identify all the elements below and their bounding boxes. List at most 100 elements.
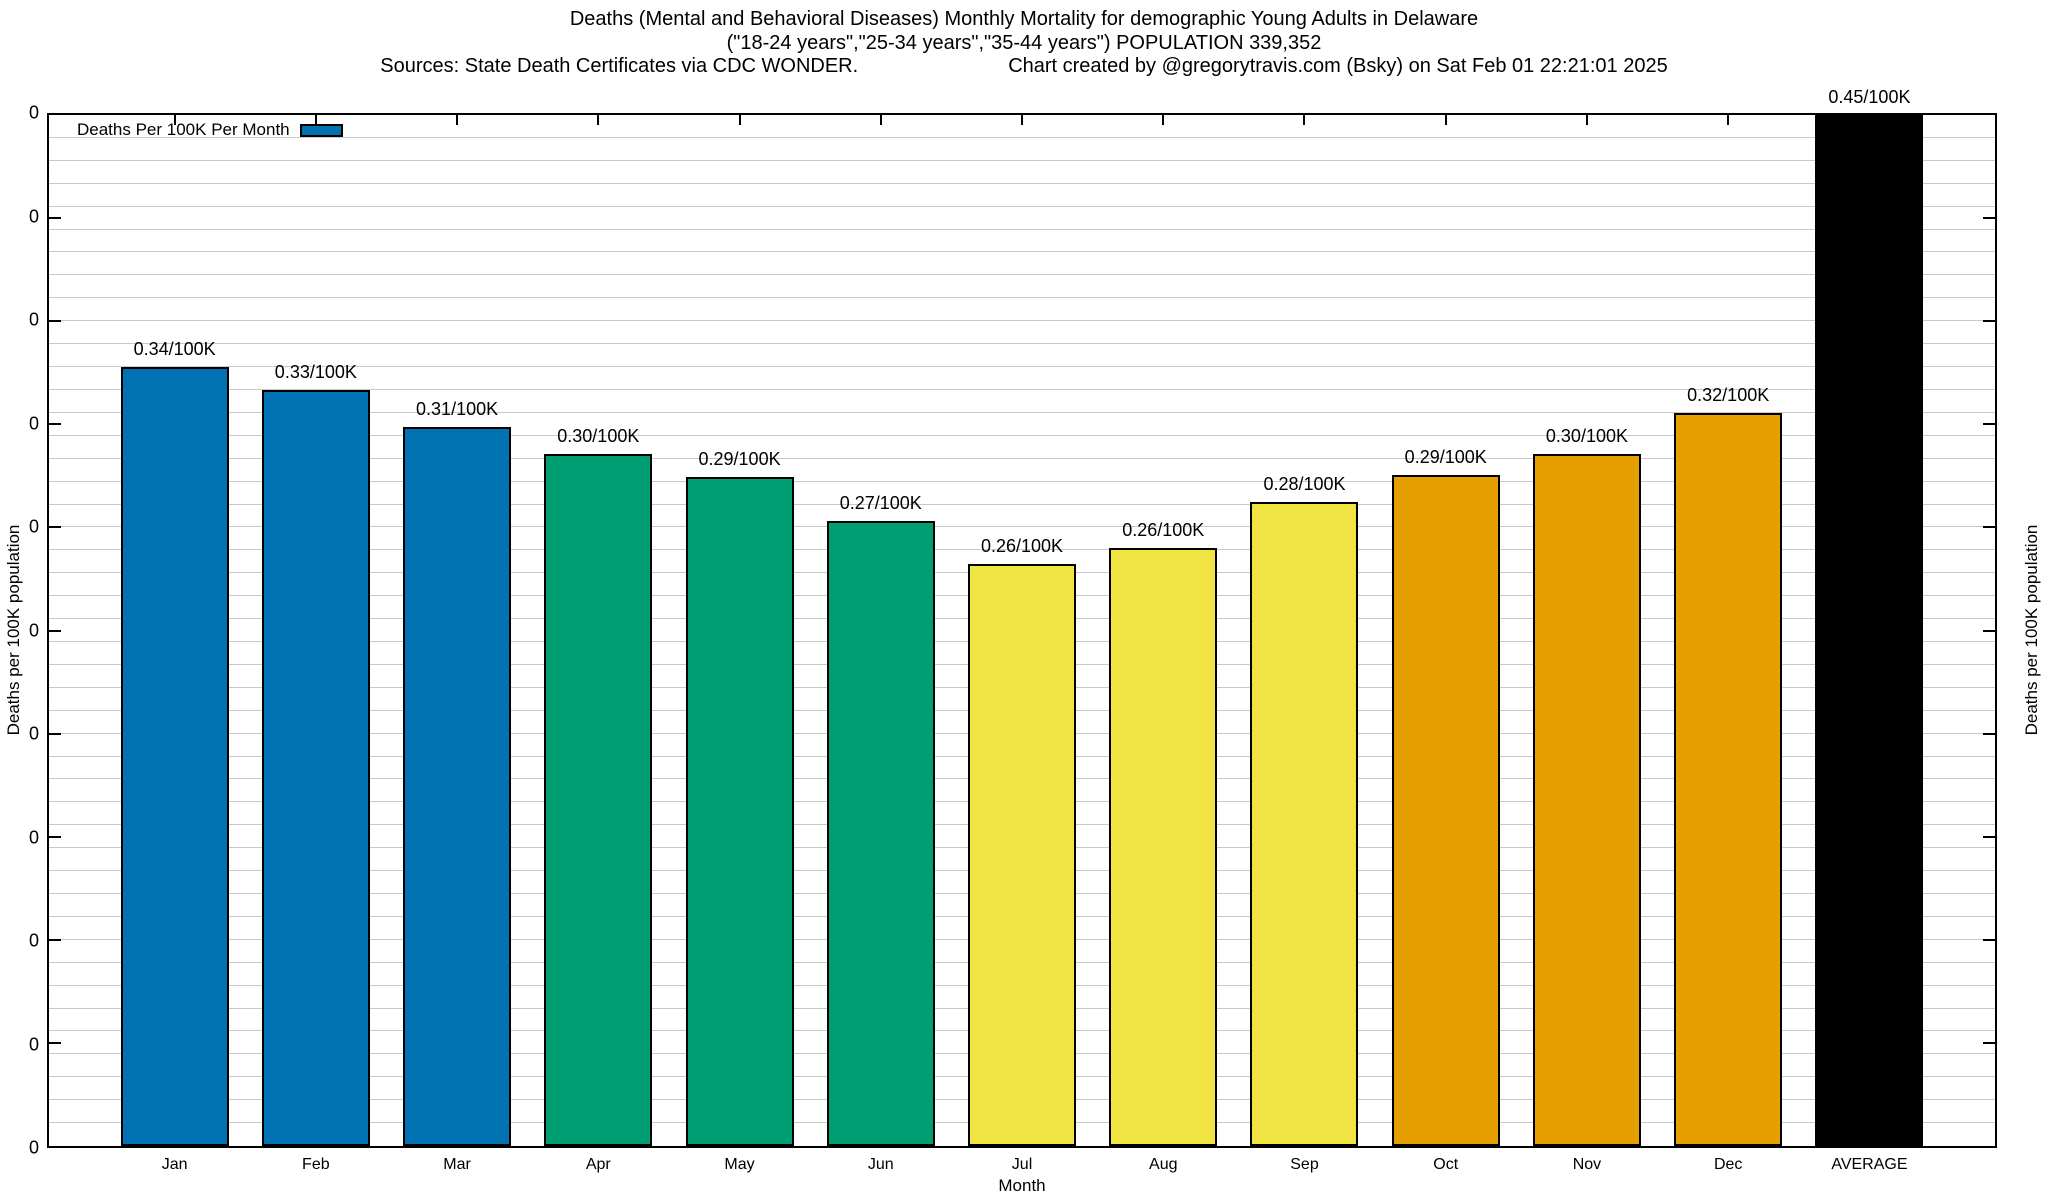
x-axis-top-tick — [1303, 115, 1306, 125]
gridline — [49, 503, 1995, 505]
bar-slot-feb: 0.33/100K Feb — [245, 115, 386, 1173]
attribution-text: Chart created by @gregorytravis.com (Bsk… — [1008, 55, 1668, 78]
gridline — [49, 320, 1995, 322]
bar-jul — [968, 564, 1077, 1146]
bar-sep — [1250, 502, 1359, 1146]
bar-apr — [544, 454, 653, 1146]
plot-area: Deaths Per 100K Per Month 0.34/100K Jan 0.… — [47, 87, 1997, 1173]
legend-label: Deaths Per 100K Per Month — [77, 120, 290, 139]
bar-slot-jun: 0.27/100K Jun — [810, 115, 951, 1173]
x-tick-label-mar: Mar — [443, 1156, 471, 1173]
chart-title-line3: Sources: State Death Certificates via CD… — [0, 55, 2048, 79]
gridline — [49, 526, 1995, 528]
y-axis-title-right: Deaths per 100K population — [2022, 524, 2041, 736]
bar-value-label: 0.32/100K — [1687, 384, 1770, 405]
chart-title-line1: Deaths (Mental and Behavioral Diseases) … — [569, 8, 1479, 30]
gridline — [49, 274, 1995, 276]
x-axis-top-tick — [314, 115, 317, 125]
chart-title-block: Deaths (Mental and Behavioral Diseases) … — [0, 8, 2048, 79]
bar-value-label: 0.29/100K — [698, 449, 781, 469]
y-axis-tick — [1983, 835, 1995, 838]
gridline — [49, 411, 1995, 413]
x-axis-top-tick — [1021, 115, 1024, 125]
x-tick-label-oct: Oct — [1433, 1156, 1459, 1173]
x-axis-top-tick — [1162, 115, 1165, 125]
x-tick-label-aug: Aug — [1149, 1156, 1178, 1173]
bar-nov — [1532, 454, 1641, 1146]
sources-text: Sources: State Death Certificates via CD… — [380, 55, 859, 78]
x-tick-label-feb: Feb — [302, 1156, 330, 1173]
bar-aug — [1109, 548, 1218, 1146]
bars-container: 0.34/100K Jan 0.33/100K Feb 0.31/100K Mar 0.30… — [49, 87, 1995, 1173]
x-axis-top-tick — [597, 115, 600, 125]
bar-slot-apr: 0.30/100K Apr — [528, 115, 669, 1173]
gridline — [49, 480, 1995, 482]
bar-jan — [120, 367, 229, 1146]
bar-slot-oct: 0.29/100K Oct — [1375, 115, 1516, 1173]
gridline — [49, 343, 1995, 345]
x-axis-top-tick — [1444, 115, 1447, 125]
bar-slot-nov: 0.30/100K Nov — [1516, 115, 1657, 1173]
bar-value-label: 0.29/100K — [1404, 446, 1487, 467]
x-tick-label-average: AVERAGE — [1831, 1156, 1908, 1173]
x-tick-label-jul: Jul — [1011, 1156, 1033, 1173]
y-axis-tick — [49, 835, 61, 838]
bar-slot-dec: 0.32/100K Dec — [1658, 115, 1799, 1173]
bar-value-label: 0.26/100K — [980, 536, 1064, 557]
y-tick-label: 0 — [28, 309, 39, 330]
bar-jun — [826, 520, 935, 1146]
bar-feb — [261, 389, 370, 1146]
bar-slot-mar: 0.31/100K Mar — [386, 115, 527, 1173]
x-axis-top-tick — [879, 115, 882, 125]
y-axis-tick — [1983, 938, 1995, 941]
y-axis-tick — [49, 320, 61, 323]
y-tick-label: 0 — [28, 620, 39, 640]
x-axis-top-tick — [456, 115, 459, 125]
bar-slot-jan: 0.34/100K Jan — [104, 115, 245, 1173]
y-axis-tick — [49, 217, 61, 220]
bar-value-label: 0.34/100K — [133, 339, 216, 360]
x-axis-top-tick — [1585, 115, 1588, 125]
x-tick-label-dec: Dec — [1713, 1156, 1743, 1173]
x-tick-label-apr: Apr — [585, 1156, 611, 1173]
y-axis-tick — [49, 629, 61, 632]
bar-oct — [1391, 474, 1500, 1146]
bar-slot-average: 0.45/100K AVERAGE — [1799, 87, 1940, 1173]
y-tick-label: 0 — [28, 827, 39, 847]
gridline — [49, 136, 1995, 138]
y-axis-tick — [49, 938, 61, 941]
x-tick-label-jan: Jan — [161, 1156, 188, 1173]
x-axis-top-tick — [1868, 115, 1871, 125]
x-tick-label-jun: Jun — [867, 1156, 894, 1173]
bar-mar — [403, 426, 512, 1146]
gridline — [49, 457, 1995, 459]
x-axis-top-tick — [1727, 115, 1730, 125]
y-tick-label: 0 — [28, 516, 39, 537]
bar-slot-aug: 0.26/100K Aug — [1093, 115, 1234, 1173]
y-tick-label: 0 — [28, 413, 39, 433]
y-tick-label: 0 — [28, 1137, 39, 1158]
y-axis-tick — [49, 526, 61, 529]
gridline — [49, 159, 1995, 161]
gridline — [49, 228, 1995, 230]
chart-title-line2: ("18-24 years","25-34 years","35-44 year… — [726, 31, 1322, 54]
x-tick-label-nov: Nov — [1572, 1156, 1602, 1173]
x-tick-label-may: May — [724, 1156, 755, 1173]
bar-value-label: 0.33/100K — [274, 361, 357, 382]
y-axis-tick — [49, 732, 61, 735]
y-tick-label: 0 — [28, 102, 39, 123]
x-axis-title: Month — [998, 1176, 1046, 1195]
bar-value-label: 0.28/100K — [1263, 474, 1346, 495]
bar-slot-jul: 0.26/100K Jul — [951, 115, 1092, 1173]
y-axis-tick — [1983, 526, 1995, 529]
y-tick-label: 0 — [28, 1034, 39, 1054]
bar-value-label: 0.45/100K — [1828, 87, 1911, 107]
gridline — [49, 366, 1995, 368]
gridline — [49, 251, 1995, 253]
legend: Deaths Per 100K Per Month — [77, 120, 343, 140]
y-axis-tick — [1983, 629, 1995, 632]
gridline — [49, 434, 1995, 436]
x-axis-top-tick — [738, 115, 741, 125]
bar-value-label: 0.26/100K — [1122, 520, 1205, 541]
x-axis-top-tick — [173, 115, 176, 125]
